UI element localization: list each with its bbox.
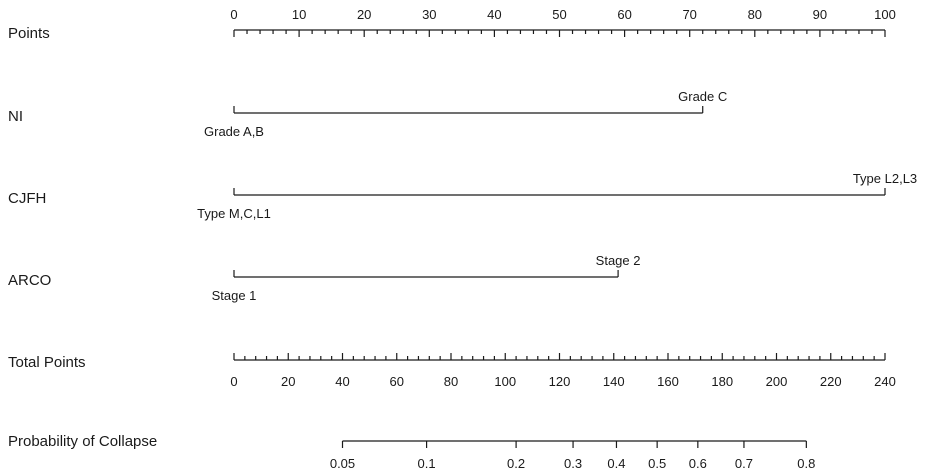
arco-row-label: ARCO — [8, 272, 51, 289]
probability-tick-label: 0.1 — [418, 456, 436, 471]
points-tick-label: 20 — [357, 7, 371, 22]
points-tick-label: 90 — [813, 7, 827, 22]
points-tick-label: 70 — [682, 7, 696, 22]
points-tick-label: 10 — [292, 7, 306, 22]
probability-tick-label: 0.6 — [689, 456, 707, 471]
ni-level-label: Grade A,B — [204, 124, 264, 139]
points-tick-label: 0 — [230, 7, 237, 22]
probability-tick-label: 0.7 — [735, 456, 753, 471]
points-tick-label: 30 — [422, 7, 436, 22]
total-tick-label: 100 — [494, 374, 516, 389]
points-tick-label: 80 — [748, 7, 762, 22]
total-tick-label: 180 — [711, 374, 733, 389]
probability-tick-label: 0.2 — [507, 456, 525, 471]
total-tick-label: 40 — [335, 374, 349, 389]
points-tick-label: 40 — [487, 7, 501, 22]
total-tick-label: 20 — [281, 374, 295, 389]
total-tick-label: 140 — [603, 374, 625, 389]
prob-row-label: Probability of Collapse — [8, 433, 157, 450]
cjfh-level-label: Type L2,L3 — [853, 171, 917, 186]
total-tick-label: 120 — [549, 374, 571, 389]
total-row-label: Total Points — [8, 354, 86, 371]
probability-tick-label: 0.5 — [648, 456, 666, 471]
points-row-label: Points — [8, 25, 50, 42]
total-tick-label: 220 — [820, 374, 842, 389]
total-tick-label: 60 — [390, 374, 404, 389]
total-tick-label: 240 — [874, 374, 896, 389]
probability-tick-label: 0.8 — [797, 456, 815, 471]
arco-level-label: Stage 2 — [596, 253, 641, 268]
points-tick-label: 100 — [874, 7, 896, 22]
ni-row-label: NI — [8, 108, 23, 125]
total-tick-label: 160 — [657, 374, 679, 389]
points-tick-label: 60 — [617, 7, 631, 22]
arco-level-label: Stage 1 — [212, 288, 257, 303]
probability-tick-label: 0.3 — [564, 456, 582, 471]
total-tick-label: 0 — [230, 374, 237, 389]
points-tick-label: 50 — [552, 7, 566, 22]
total-tick-label: 200 — [766, 374, 788, 389]
probability-tick-label: 0.4 — [607, 456, 625, 471]
ni-level-label: Grade C — [678, 89, 727, 104]
cjfh-row-label: CJFH — [8, 190, 46, 207]
total-tick-label: 80 — [444, 374, 458, 389]
cjfh-level-label: Type M,C,L1 — [197, 206, 271, 221]
probability-tick-label: 0.05 — [330, 456, 355, 471]
